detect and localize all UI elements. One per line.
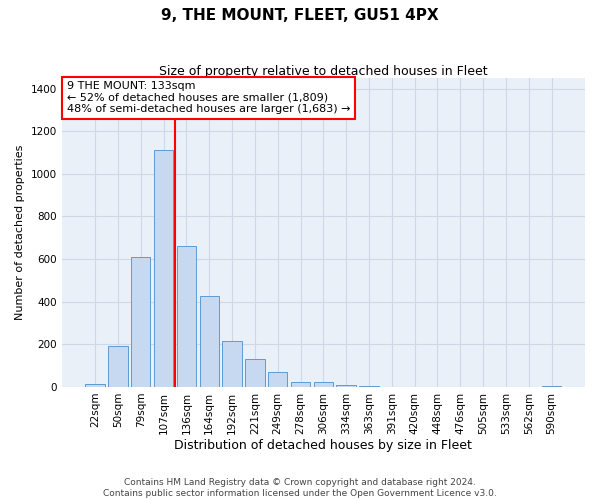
Bar bbox=[291, 382, 310, 387]
Bar bbox=[131, 257, 151, 387]
Text: 9 THE MOUNT: 133sqm
← 52% of detached houses are smaller (1,809)
48% of semi-det: 9 THE MOUNT: 133sqm ← 52% of detached ho… bbox=[67, 81, 350, 114]
Bar bbox=[177, 246, 196, 387]
X-axis label: Distribution of detached houses by size in Fleet: Distribution of detached houses by size … bbox=[175, 440, 472, 452]
Bar bbox=[108, 346, 128, 387]
Title: Size of property relative to detached houses in Fleet: Size of property relative to detached ho… bbox=[159, 65, 488, 78]
Bar bbox=[85, 384, 105, 387]
Bar bbox=[245, 360, 265, 387]
Bar bbox=[200, 296, 219, 387]
Bar bbox=[337, 385, 356, 387]
Y-axis label: Number of detached properties: Number of detached properties bbox=[15, 145, 25, 320]
Text: 9, THE MOUNT, FLEET, GU51 4PX: 9, THE MOUNT, FLEET, GU51 4PX bbox=[161, 8, 439, 22]
Text: Contains HM Land Registry data © Crown copyright and database right 2024.
Contai: Contains HM Land Registry data © Crown c… bbox=[103, 478, 497, 498]
Bar bbox=[542, 386, 561, 387]
Bar bbox=[268, 372, 287, 387]
Bar bbox=[314, 382, 333, 387]
Bar bbox=[223, 341, 242, 387]
Bar bbox=[359, 386, 379, 387]
Bar bbox=[154, 150, 173, 387]
